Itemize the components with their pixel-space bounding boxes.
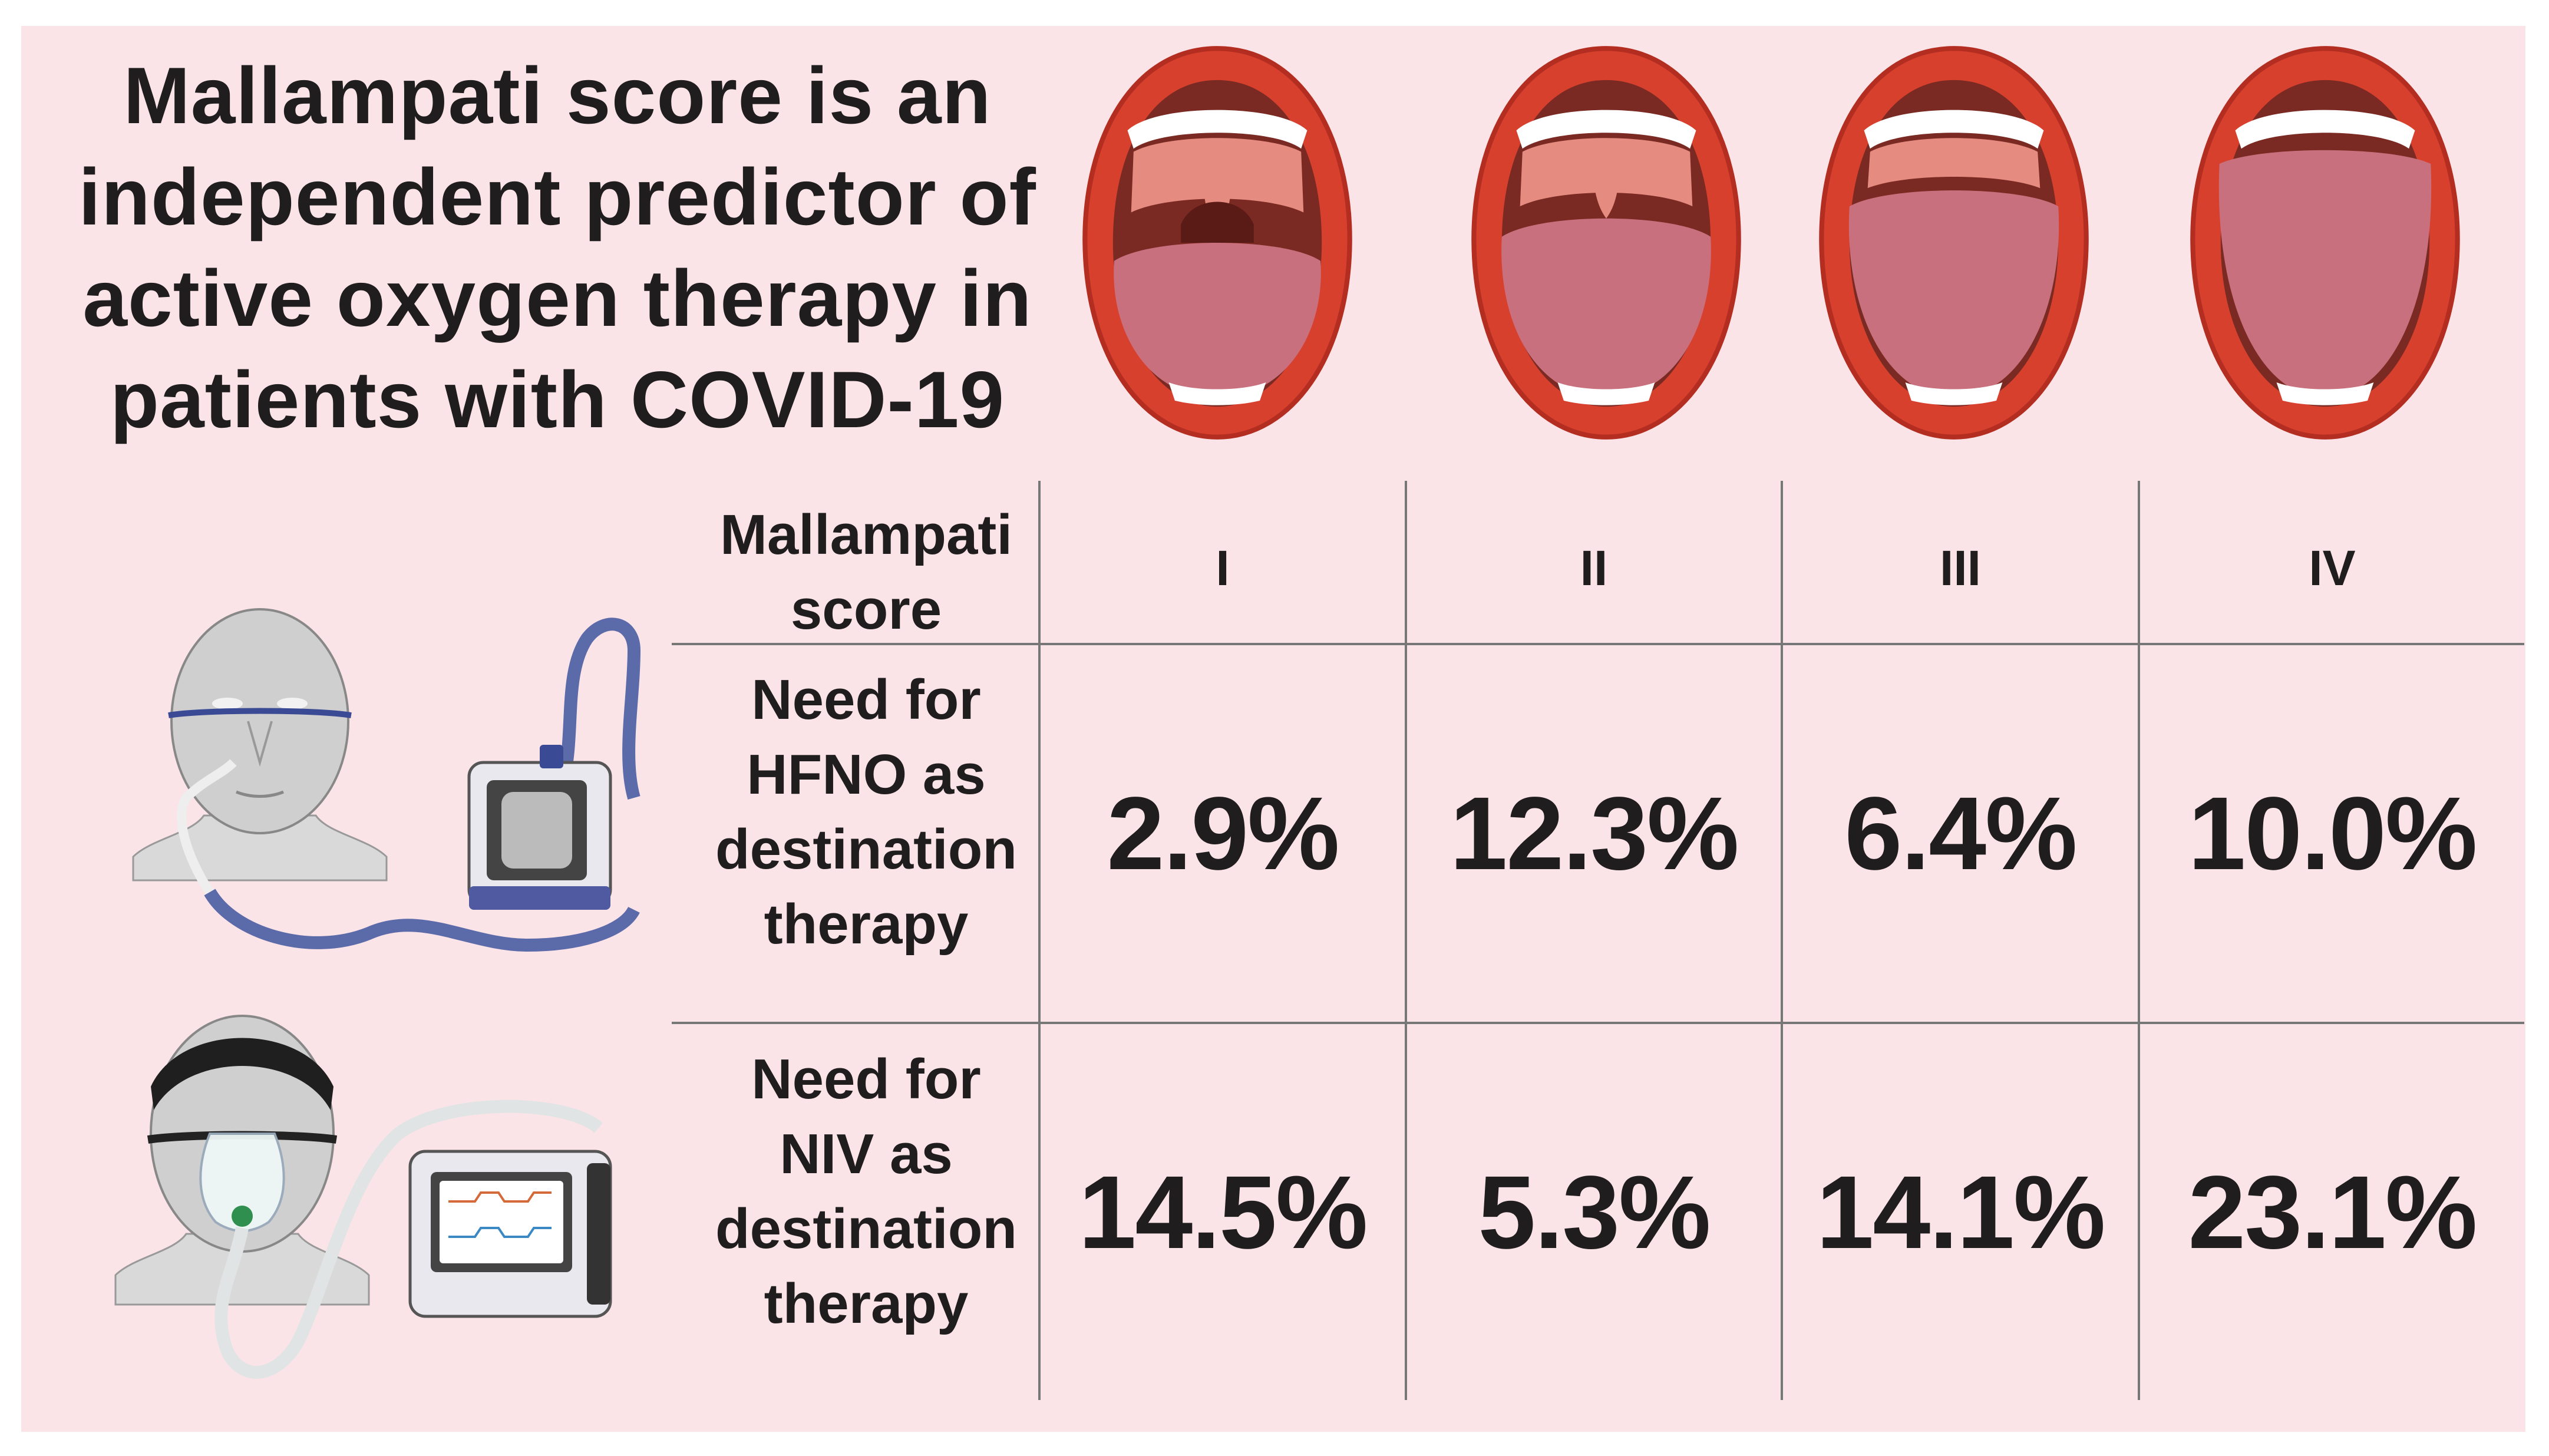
hfno-value-class-4: 10.0% bbox=[2188, 775, 2477, 892]
niv-value-class-4: 23.1% bbox=[2188, 1155, 2477, 1270]
infographic-card: Mallampati score is an independent predi… bbox=[21, 26, 2525, 1432]
row-label-line: HFNO as bbox=[747, 743, 986, 806]
row-label-line: Need for bbox=[751, 1048, 981, 1111]
hfno-value-class-3: 6.4% bbox=[1844, 775, 2077, 892]
title-line: Mallampati score is an bbox=[123, 51, 992, 140]
mallampati-class-4-mouth-image bbox=[2190, 46, 2460, 440]
row-label-line: destination bbox=[715, 1197, 1017, 1260]
row-label-line: therapy bbox=[764, 1272, 969, 1335]
column-header-class-1: I bbox=[1216, 540, 1230, 596]
column-header-class-4: IV bbox=[2309, 540, 2356, 596]
niv-device-image bbox=[114, 1015, 612, 1379]
title-line: independent predictor of bbox=[78, 152, 1036, 242]
row-label-line: NIV as bbox=[780, 1122, 953, 1186]
table-column-divider bbox=[1038, 481, 1041, 1400]
title-line: patients with COVID-19 bbox=[110, 355, 1005, 444]
table-header-divider bbox=[672, 643, 2524, 645]
column-header-class-2: II bbox=[1580, 540, 1608, 596]
hfno-value-class-2: 12.3% bbox=[1450, 775, 1739, 892]
mallampati-class-2-mouth-image bbox=[1471, 46, 1741, 440]
table-row-divider bbox=[672, 1022, 2524, 1024]
row-label-niv: Need for NIV as destination therapy bbox=[672, 1042, 1061, 1341]
row-label-line: destination bbox=[715, 818, 1017, 881]
niv-value-class-3: 14.1% bbox=[1816, 1155, 2105, 1270]
table-column-divider bbox=[2138, 481, 2140, 1400]
title-line: active oxygen therapy in bbox=[82, 253, 1032, 343]
mallampati-class-3-mouth-image bbox=[1819, 46, 2089, 440]
table-column-divider bbox=[1405, 481, 1407, 1400]
header-label-line: score bbox=[790, 578, 942, 641]
table-header-label: Mallampati score bbox=[672, 497, 1061, 647]
niv-value-class-2: 5.3% bbox=[1478, 1155, 1711, 1270]
hfno-device-image bbox=[132, 608, 641, 952]
row-label-hfno: Need for HFNO as destination therapy bbox=[672, 662, 1061, 962]
table-column-divider bbox=[1781, 481, 1783, 1400]
page-title: Mallampati score is an independent predi… bbox=[39, 45, 1076, 450]
column-header-class-3: III bbox=[1939, 540, 1981, 596]
hfno-value-class-1: 2.9% bbox=[1107, 775, 1339, 892]
row-label-line: therapy bbox=[764, 893, 969, 956]
mallampati-class-1-mouth-image bbox=[1082, 46, 1352, 440]
header-label-line: Mallampati bbox=[719, 503, 1013, 566]
row-label-line: Need for bbox=[751, 668, 981, 731]
niv-value-class-1: 14.5% bbox=[1078, 1155, 1368, 1270]
